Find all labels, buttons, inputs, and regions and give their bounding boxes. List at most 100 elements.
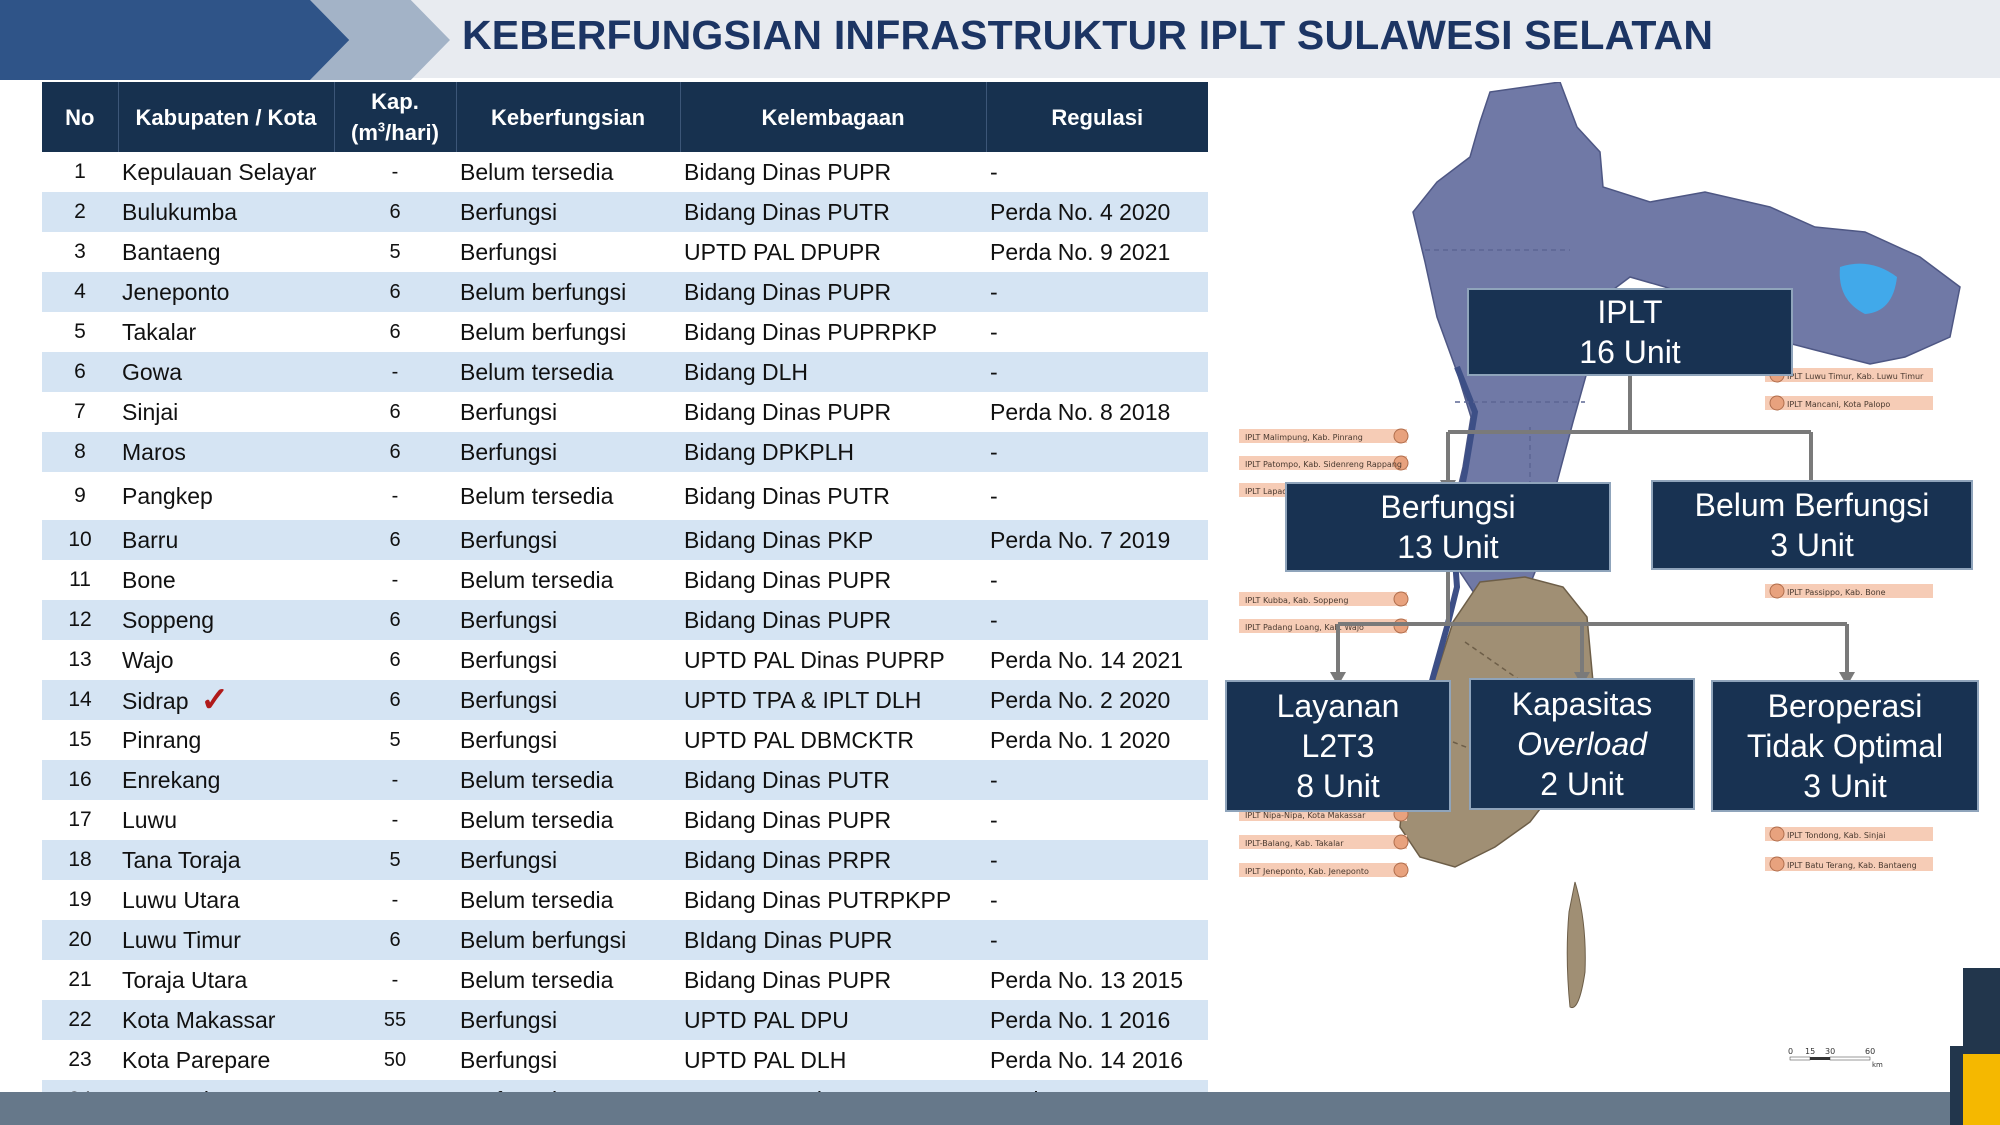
map-label-group: IPLT Luwu Timur, Kab. Luwu Timur IPLT Ma… bbox=[1239, 367, 1933, 878]
cell-kelembagaan: Bidang Dinas PRPR bbox=[680, 840, 986, 880]
table-row: 23 Kota Parepare 50 Berfungsi UPTD PAL DLH Pe… bbox=[42, 1040, 1208, 1080]
col-header-kelembagaan: Kelembagaan bbox=[680, 82, 987, 152]
table-row: 21 Toraja Utara - Belum tersedia Bidang Dina… bbox=[42, 960, 1208, 1000]
cell-kapasitas-text: - bbox=[391, 484, 399, 507]
cell-keberfungsian: Belum tersedia bbox=[456, 800, 680, 840]
cell-no-text: 19 bbox=[68, 888, 92, 911]
cell-keberfungsian-text: Berfungsi bbox=[460, 398, 558, 425]
cell-no: 19 bbox=[42, 880, 118, 920]
map-scale-bar: 0 15 30 60 km bbox=[1788, 1047, 1883, 1069]
cell-kapasitas-text: - bbox=[391, 360, 399, 383]
iplt-table: No Kabupaten / Kota Kap. (m3/hari) Keberf… bbox=[42, 82, 1208, 1120]
corner-dark-strip bbox=[1950, 1046, 1963, 1125]
table-row: 17 Luwu - Belum tersedia Bidang Dinas PUPR - bbox=[42, 800, 1208, 840]
cell-no-text: 20 bbox=[68, 928, 92, 951]
cell-kelembagaan-text: Bidang Dinas PUPR bbox=[684, 158, 892, 185]
cell-keberfungsian-text: Berfungsi bbox=[460, 198, 558, 225]
cell-no: 4 bbox=[42, 272, 118, 312]
cell-no-text: 21 bbox=[68, 968, 92, 991]
cell-kapasitas-text: 6 bbox=[389, 280, 401, 303]
sulawesi-map: IPLT Luwu Timur, Kab. Luwu Timur IPLT Ma… bbox=[1239, 82, 1961, 1069]
map-region-north bbox=[1412, 82, 1961, 603]
cell-no: 5 bbox=[42, 312, 118, 352]
check-mark-icon: ✓ bbox=[200, 681, 229, 719]
cell-kelembagaan-text: Bidang Dinas PUPR bbox=[684, 966, 892, 993]
cell-kelembagaan-text: Bidang DPKPLH bbox=[684, 438, 855, 465]
cell-keberfungsian-text: Berfungsi bbox=[460, 726, 558, 753]
table-header-row: No Kabupaten / Kota Kap. (m3/hari) Keberf… bbox=[42, 82, 1208, 152]
cell-regulasi: - bbox=[986, 352, 1208, 392]
cell-kelembagaan-text: BIdang Dinas PUPR bbox=[684, 926, 893, 953]
cell-regulasi: Perda No. 14 2021 bbox=[986, 640, 1208, 680]
cell-kabupaten: Kota Makassar bbox=[118, 1000, 334, 1040]
cell-no: 10 bbox=[42, 520, 118, 560]
cell-keberfungsian-text: Belum tersedia bbox=[460, 358, 614, 385]
cell-regulasi-text: - bbox=[990, 318, 998, 345]
cell-no-text: 22 bbox=[68, 1008, 92, 1031]
cell-kelembagaan-text: Bidang Dinas PUPRPKP bbox=[684, 318, 938, 345]
cell-regulasi: - bbox=[986, 312, 1208, 352]
cell-kelembagaan: UPTD PAL DPUPR bbox=[680, 232, 986, 272]
cell-kapasitas-text: - bbox=[391, 888, 399, 911]
cell-kelembagaan: UPTD PAL DPU bbox=[680, 1000, 986, 1040]
cell-kapasitas: - bbox=[334, 472, 456, 520]
cell-regulasi: - bbox=[986, 920, 1208, 960]
cell-no: 20 bbox=[42, 920, 118, 960]
cell-no: 3 bbox=[42, 232, 118, 272]
cell-keberfungsian: Belum tersedia bbox=[456, 760, 680, 800]
cell-regulasi: - bbox=[986, 880, 1208, 920]
cell-regulasi: Perda No. 14 2016 bbox=[986, 1040, 1208, 1080]
col-header-kabupaten: Kabupaten / Kota bbox=[118, 82, 335, 152]
cell-kabupaten-text: Bulukumba bbox=[122, 198, 238, 225]
kapasitas-box: Kapasitas Overload 2 Unit bbox=[1469, 678, 1695, 810]
cell-no: 12 bbox=[42, 600, 118, 640]
cell-no-text: 2 bbox=[74, 200, 86, 223]
cell-kelembagaan-text: UPTD PAL DBMCKTR bbox=[684, 726, 915, 753]
cell-keberfungsian: Belum tersedia bbox=[456, 352, 680, 392]
cell-no: 11 bbox=[42, 560, 118, 600]
table-row: 4 Jeneponto 6 Belum berfungsi Bidang Dinas P… bbox=[42, 272, 1208, 312]
box-line: Kapasitas bbox=[1511, 686, 1653, 722]
cell-no: 2 bbox=[42, 192, 118, 232]
box-line: Tidak Optimal bbox=[1746, 728, 1944, 764]
cell-no: 16 bbox=[42, 760, 118, 800]
cell-kabupaten: Pinrang bbox=[118, 720, 334, 760]
table-row: 15 Pinrang 5 Berfungsi UPTD PAL DBMCKTR Perda… bbox=[42, 720, 1208, 760]
cell-kelembagaan: Bidang Dinas PKP bbox=[680, 520, 986, 560]
cell-keberfungsian: Berfungsi bbox=[456, 640, 680, 680]
cell-kabupaten: Kepulauan Selayar bbox=[118, 152, 334, 192]
table-row: 3 Bantaeng 5 Berfungsi UPTD PAL DPUPR Perda N… bbox=[42, 232, 1208, 272]
cell-regulasi-text: - bbox=[990, 566, 998, 593]
cell-regulasi: Perda No. 8 2018 bbox=[986, 392, 1208, 432]
box-line: Beroperasi bbox=[1767, 688, 1923, 724]
table-row: 22 Kota Makassar 55 Berfungsi UPTD PAL DPU Pe… bbox=[42, 1000, 1208, 1040]
cell-kelembagaan-text: Bidang Dinas PUPR bbox=[684, 398, 892, 425]
cell-kelembagaan-text: UPTD PAL DPU bbox=[684, 1006, 849, 1033]
cell-kapasitas-text: - bbox=[391, 968, 399, 991]
cell-regulasi-text: - bbox=[990, 886, 998, 913]
cell-regulasi-text: - bbox=[990, 766, 998, 793]
cell-no-text: 12 bbox=[68, 608, 92, 631]
cell-kelembagaan: Bidang Dinas PUPR bbox=[680, 152, 986, 192]
cell-regulasi: Perda No. 1 2020 bbox=[986, 720, 1208, 760]
cell-kabupaten-text: Kota Makassar bbox=[122, 1006, 276, 1033]
cell-kapasitas-text: - bbox=[391, 808, 399, 831]
cell-no-text: 3 bbox=[74, 240, 86, 263]
map-label: IPLT Patompo, Kab. Sidenreng Rappang bbox=[1245, 460, 1402, 469]
cell-kapasitas: 5 bbox=[334, 720, 456, 760]
cell-kabupaten: Sinjai bbox=[118, 392, 334, 432]
cell-kapasitas-text: 5 bbox=[389, 728, 401, 751]
cell-kelembagaan-text: UPTD PAL DLH bbox=[684, 1046, 847, 1073]
map-label: IPLT Tondong, Kab. Sinjai bbox=[1787, 831, 1886, 840]
cell-kelembagaan: Bidang Dinas PUTR bbox=[680, 760, 986, 800]
cell-kabupaten: Barru bbox=[118, 520, 334, 560]
cell-kabupaten-text: Sidrap bbox=[122, 688, 189, 714]
cell-kapasitas-text: 6 bbox=[389, 648, 401, 671]
table-row: 5 Takalar 6 Belum berfungsi Bidang Dinas PUP… bbox=[42, 312, 1208, 352]
cell-kapasitas: 6 bbox=[334, 312, 456, 352]
cell-no: 1 bbox=[42, 152, 118, 192]
footer-band bbox=[0, 1092, 2000, 1125]
corner-dark-block bbox=[1963, 968, 2000, 1056]
map-label: IPLT Mancani, Kota Palopo bbox=[1787, 400, 1890, 409]
cell-kelembagaan-text: Bidang Dinas PRPR bbox=[684, 846, 892, 873]
